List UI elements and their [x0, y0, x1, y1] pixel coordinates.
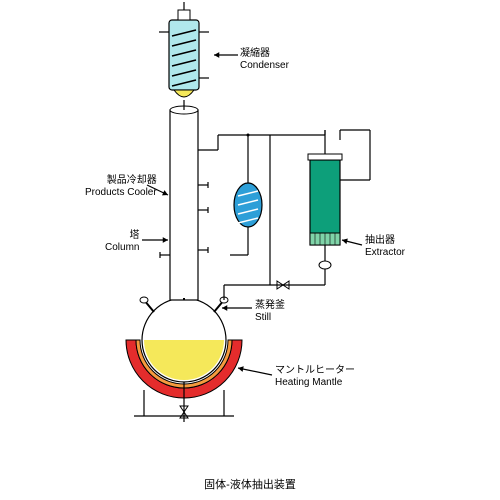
- label-cooler: 製品冷却器Products Cooler: [85, 175, 157, 199]
- process-diagram: [0, 0, 500, 500]
- label-condenser: 凝縮器Condenser: [240, 48, 289, 72]
- label-column: 塔Column: [105, 230, 139, 254]
- label-extractor: 抽出器Extractor: [365, 235, 405, 259]
- caption: 固体-液体抽出装置: [0, 476, 500, 492]
- label-still: 蒸発釜Still: [255, 300, 285, 324]
- label-mantle: マントルヒーターHeating Mantle: [275, 365, 355, 389]
